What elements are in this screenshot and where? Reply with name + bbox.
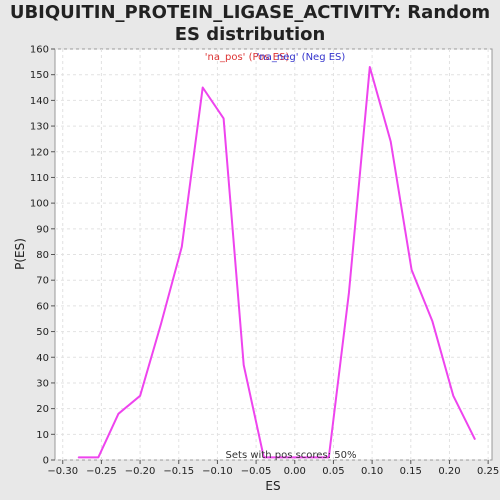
data-point (263, 456, 265, 458)
x-tick-label: 0.15 (400, 466, 422, 477)
legend-entry-0: 'na_pos' (Pos ES) (205, 52, 290, 63)
data-point (452, 395, 454, 397)
y-tick-label: 80 (36, 250, 49, 261)
x-tick-label: −0.25 (86, 466, 117, 477)
y-tick-label: 100 (30, 199, 49, 210)
data-point (474, 438, 476, 440)
y-tick-label: 90 (36, 224, 49, 235)
y-tick-label: 30 (36, 378, 49, 389)
data-point (328, 456, 330, 458)
x-tick-label: 0.20 (438, 466, 460, 477)
data-point (431, 320, 433, 322)
data-point (369, 66, 371, 68)
x-tick-label: −0.20 (125, 466, 156, 477)
data-point (160, 323, 162, 325)
chart-title: UBIQUITIN_PROTEIN_LIGASE_ACTIVITY: Rando… (9, 2, 491, 45)
x-tick-label: −0.30 (47, 466, 78, 477)
y-tick-label: 50 (36, 327, 49, 338)
legend: 'na_pos' (Pos ES)'na_neg' (Neg ES) (205, 52, 346, 63)
grid (55, 48, 492, 461)
data-point (181, 246, 183, 248)
x-tick-label: −0.10 (202, 466, 233, 477)
x-tick-label: 0.05 (322, 466, 344, 477)
y-tick-label: 160 (30, 45, 49, 56)
data-point (348, 292, 350, 294)
y-tick-label: 20 (36, 404, 49, 415)
y-tick-label: 110 (30, 173, 49, 184)
x-axis-label: ES (265, 479, 280, 493)
data-point (411, 269, 413, 271)
y-tick-label: 40 (36, 353, 49, 364)
y-tick-label: 0 (43, 456, 49, 467)
data-point (97, 456, 99, 458)
data-point (202, 87, 204, 89)
series-layer (77, 66, 476, 459)
x-tick-label: 0.10 (361, 466, 383, 477)
x-tick-label: −0.15 (163, 466, 194, 477)
axes: 0 10 20 30 40 50 60 70 80 90 100 110 120 130 140 150 160… (30, 45, 499, 478)
pos-scores-annotation: Sets with pos scores: 50% (226, 450, 357, 461)
y-tick-label: 60 (36, 301, 49, 312)
x-tick-label: 0.25 (477, 466, 499, 477)
y-tick-label: 130 (30, 122, 49, 133)
legend-entry-1: 'na_neg' (Neg ES) (257, 52, 346, 63)
y-tick-label: 70 (36, 276, 49, 287)
y-tick-label: 140 (30, 96, 49, 107)
x-tick-label: −0.05 (241, 466, 272, 477)
series-line-2 (78, 66, 476, 459)
y-tick-label: 120 (30, 147, 49, 158)
y-axis-label: P(ES) (13, 238, 27, 270)
data-point (223, 117, 225, 119)
data-point (243, 364, 245, 366)
data-point (77, 456, 79, 458)
data-point (139, 395, 141, 397)
data-point (390, 140, 392, 142)
y-tick-label: 10 (36, 430, 49, 441)
data-point (117, 413, 119, 415)
x-tick-label: 0.00 (284, 466, 306, 477)
y-tick-label: 150 (30, 70, 49, 81)
